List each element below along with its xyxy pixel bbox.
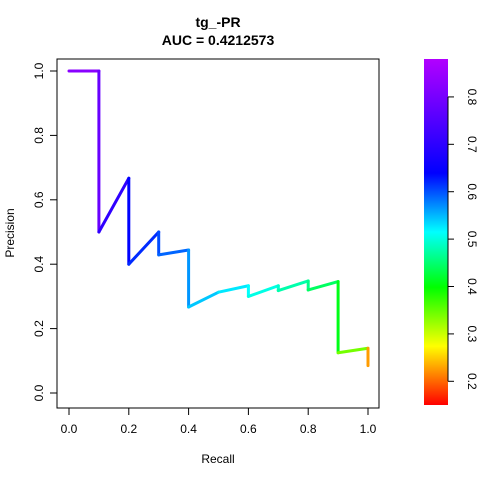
- y-tick-label: 0.0: [32, 384, 46, 401]
- y-tick-label: 0.4: [32, 256, 46, 273]
- pr-curve-segment: [97, 176, 131, 234]
- colorbar-tick-label: 0.3: [465, 326, 479, 343]
- pr-curve-segment: [157, 248, 191, 257]
- x-tick-label: 0.4: [180, 422, 197, 436]
- y-tick-label: 0.2: [32, 320, 46, 337]
- x-axis-label: Recall: [201, 452, 234, 466]
- x-tick-label: 0.0: [61, 422, 78, 436]
- y-axis-label: Precision: [3, 208, 17, 257]
- pr-curve-segment: [336, 346, 370, 355]
- x-axis: 0.0 0.2 0.4 0.6 0.8 1.0: [61, 407, 377, 436]
- colorbar-tick-label: 0.6: [465, 183, 479, 200]
- x-tick-label: 0.6: [240, 422, 257, 436]
- plot-frame: [56, 58, 380, 409]
- colorbar-tick-label: 0.4: [465, 278, 479, 295]
- pr-curve-segment: [187, 290, 220, 309]
- pr-curve-segment: [276, 279, 310, 293]
- colorbar: [424, 59, 448, 405]
- x-tick-label: 0.8: [300, 422, 317, 436]
- colorbar-axis: 0.2 0.3 0.4 0.5 0.6 0.7 0.8: [447, 89, 479, 390]
- colorbar-tick-label: 0.7: [465, 136, 479, 153]
- y-tick-label: 0.6: [32, 191, 46, 208]
- chart-subtitle: AUC = 0.4212573: [162, 32, 275, 48]
- colorbar-tick-label: 0.2: [465, 373, 479, 390]
- pr-curve-segment: [217, 284, 250, 294]
- colorbar-tick-label: 0.5: [465, 231, 479, 248]
- x-tick-label: 0.2: [120, 422, 137, 436]
- pr-curve: [67, 69, 370, 368]
- pr-curve-segment: [246, 284, 280, 298]
- chart-title: tg_-PR: [195, 14, 240, 30]
- y-axis: 0.0 0.2 0.4 0.6 0.8 1.0: [32, 62, 58, 401]
- colorbar-tick-label: 0.8: [465, 89, 479, 106]
- pr-curve-segment: [127, 230, 161, 266]
- y-tick-label: 0.8: [32, 127, 46, 144]
- x-tick-label: 1.0: [360, 422, 377, 436]
- y-tick-label: 1.0: [32, 62, 46, 79]
- pr-curve-segment: [306, 280, 340, 292]
